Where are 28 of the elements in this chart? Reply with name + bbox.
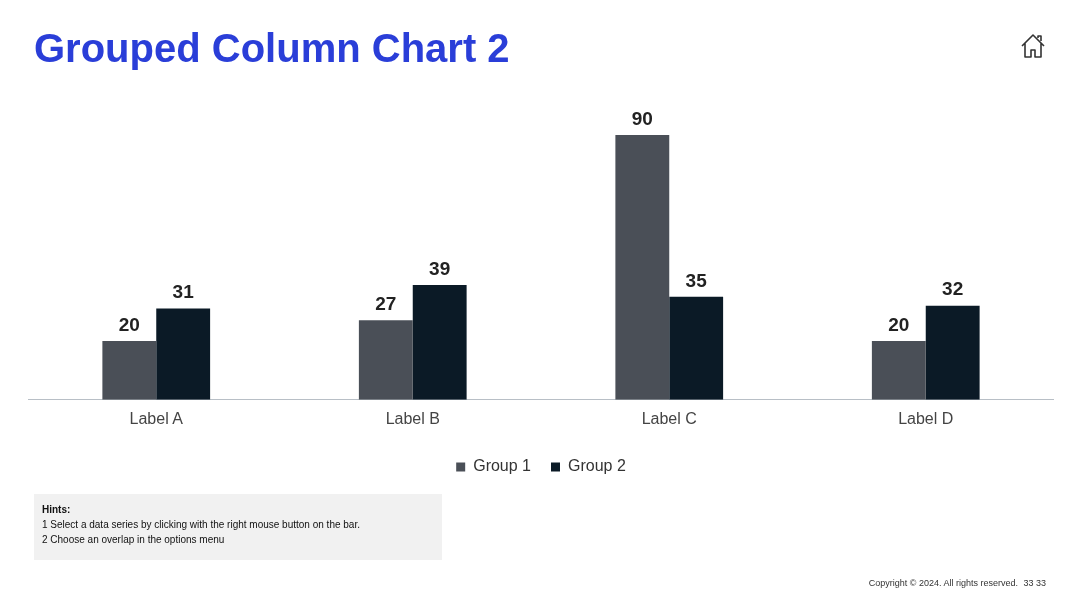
bar: [156, 308, 211, 400]
x-tick-label: Label C: [641, 409, 697, 427]
text: Hints:: [42, 503, 72, 517]
data-label: 20: [118, 313, 140, 335]
bar: [669, 296, 724, 400]
data-label: 27: [375, 293, 397, 315]
bar: [102, 340, 157, 400]
text: Copyright © 2024. All rights reserved.: [868, 578, 1018, 588]
bar: [615, 135, 670, 400]
data-label: 32: [942, 278, 964, 300]
x-tick-label: Label B: [385, 409, 440, 427]
text: 33 33: [1023, 578, 1046, 588]
data-label: 20: [888, 313, 910, 335]
legend-label: Group 2: [568, 457, 626, 475]
chart-title: Grouped Column Chart 2: [34, 26, 510, 71]
x-tick-label: Label A: [129, 409, 184, 427]
bar: [412, 285, 467, 400]
data-label: 35: [685, 269, 708, 291]
legend-label: Group 1: [473, 457, 532, 475]
text: 1 Select a data series by clicking with the right mouse button on the bar.: [42, 518, 361, 532]
data-label: 39: [429, 257, 451, 279]
data-label: 31: [172, 281, 195, 303]
data-label: 90: [631, 107, 653, 129]
bar: [925, 305, 980, 400]
text: 2 Choose an overlap in the options menu: [42, 533, 226, 547]
bar: [358, 320, 413, 400]
bar: [871, 340, 926, 400]
x-tick-label: Label D: [898, 409, 954, 427]
